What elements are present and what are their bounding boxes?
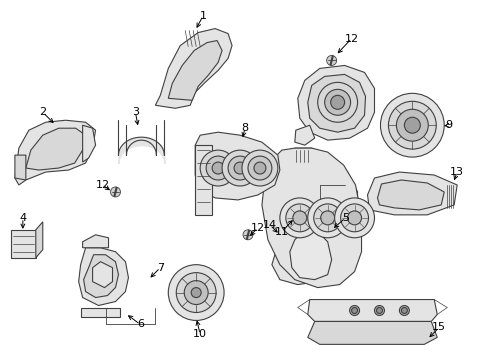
Circle shape: [380, 93, 443, 157]
Polygon shape: [271, 148, 357, 285]
Circle shape: [200, 150, 236, 186]
Circle shape: [404, 117, 420, 133]
Polygon shape: [26, 128, 85, 170]
Circle shape: [376, 307, 382, 314]
Polygon shape: [307, 75, 365, 132]
Polygon shape: [82, 125, 95, 162]
Text: 8: 8: [241, 123, 248, 133]
Polygon shape: [81, 307, 120, 318]
Text: 4: 4: [19, 213, 26, 223]
Circle shape: [234, 162, 245, 174]
Circle shape: [330, 95, 344, 109]
Polygon shape: [377, 180, 443, 210]
Circle shape: [324, 89, 350, 115]
Circle shape: [307, 198, 347, 238]
Circle shape: [374, 306, 384, 315]
Text: 2: 2: [39, 107, 46, 117]
Circle shape: [396, 109, 427, 141]
Polygon shape: [79, 248, 128, 306]
Circle shape: [191, 288, 201, 298]
Polygon shape: [82, 235, 108, 248]
Polygon shape: [195, 132, 279, 200]
Circle shape: [243, 230, 252, 240]
Text: 7: 7: [157, 263, 163, 273]
Circle shape: [387, 101, 435, 149]
Polygon shape: [15, 120, 95, 185]
Polygon shape: [262, 148, 361, 288]
Circle shape: [242, 150, 277, 186]
Circle shape: [176, 273, 216, 312]
Text: 10: 10: [193, 329, 207, 339]
Polygon shape: [83, 255, 118, 298]
Circle shape: [340, 204, 368, 232]
Circle shape: [399, 306, 408, 315]
Circle shape: [326, 55, 336, 66]
Text: 1: 1: [199, 11, 206, 21]
Circle shape: [347, 211, 361, 225]
Circle shape: [206, 156, 229, 180]
Circle shape: [247, 156, 271, 180]
Circle shape: [334, 198, 374, 238]
Polygon shape: [307, 321, 436, 345]
Circle shape: [313, 204, 341, 232]
Text: 9: 9: [445, 120, 452, 130]
Circle shape: [285, 204, 313, 232]
Text: 14: 14: [263, 220, 276, 230]
Text: 13: 13: [449, 167, 463, 177]
Polygon shape: [168, 41, 222, 100]
Circle shape: [317, 82, 357, 122]
Text: 12: 12: [95, 180, 109, 190]
Polygon shape: [36, 222, 42, 258]
Polygon shape: [367, 172, 456, 215]
Polygon shape: [289, 230, 331, 280]
Polygon shape: [195, 145, 212, 215]
Polygon shape: [297, 66, 374, 140]
Polygon shape: [155, 28, 232, 108]
Circle shape: [212, 162, 224, 174]
Text: 11: 11: [274, 227, 288, 237]
Circle shape: [222, 150, 258, 186]
Text: 6: 6: [137, 319, 143, 329]
Text: 5: 5: [342, 213, 348, 223]
Circle shape: [351, 307, 357, 314]
Polygon shape: [92, 262, 112, 288]
Text: 12: 12: [250, 223, 264, 233]
Circle shape: [279, 198, 319, 238]
Circle shape: [110, 187, 120, 197]
Circle shape: [184, 280, 208, 305]
Circle shape: [253, 162, 265, 174]
Circle shape: [401, 307, 407, 314]
Polygon shape: [307, 300, 436, 321]
Polygon shape: [294, 125, 314, 145]
Circle shape: [292, 211, 306, 225]
Circle shape: [349, 306, 359, 315]
Text: 3: 3: [132, 107, 139, 117]
Circle shape: [320, 211, 334, 225]
Circle shape: [227, 156, 251, 180]
Polygon shape: [11, 230, 36, 258]
Circle shape: [168, 265, 224, 320]
Polygon shape: [15, 155, 26, 180]
Text: 12: 12: [344, 33, 358, 44]
Text: 15: 15: [431, 323, 446, 332]
